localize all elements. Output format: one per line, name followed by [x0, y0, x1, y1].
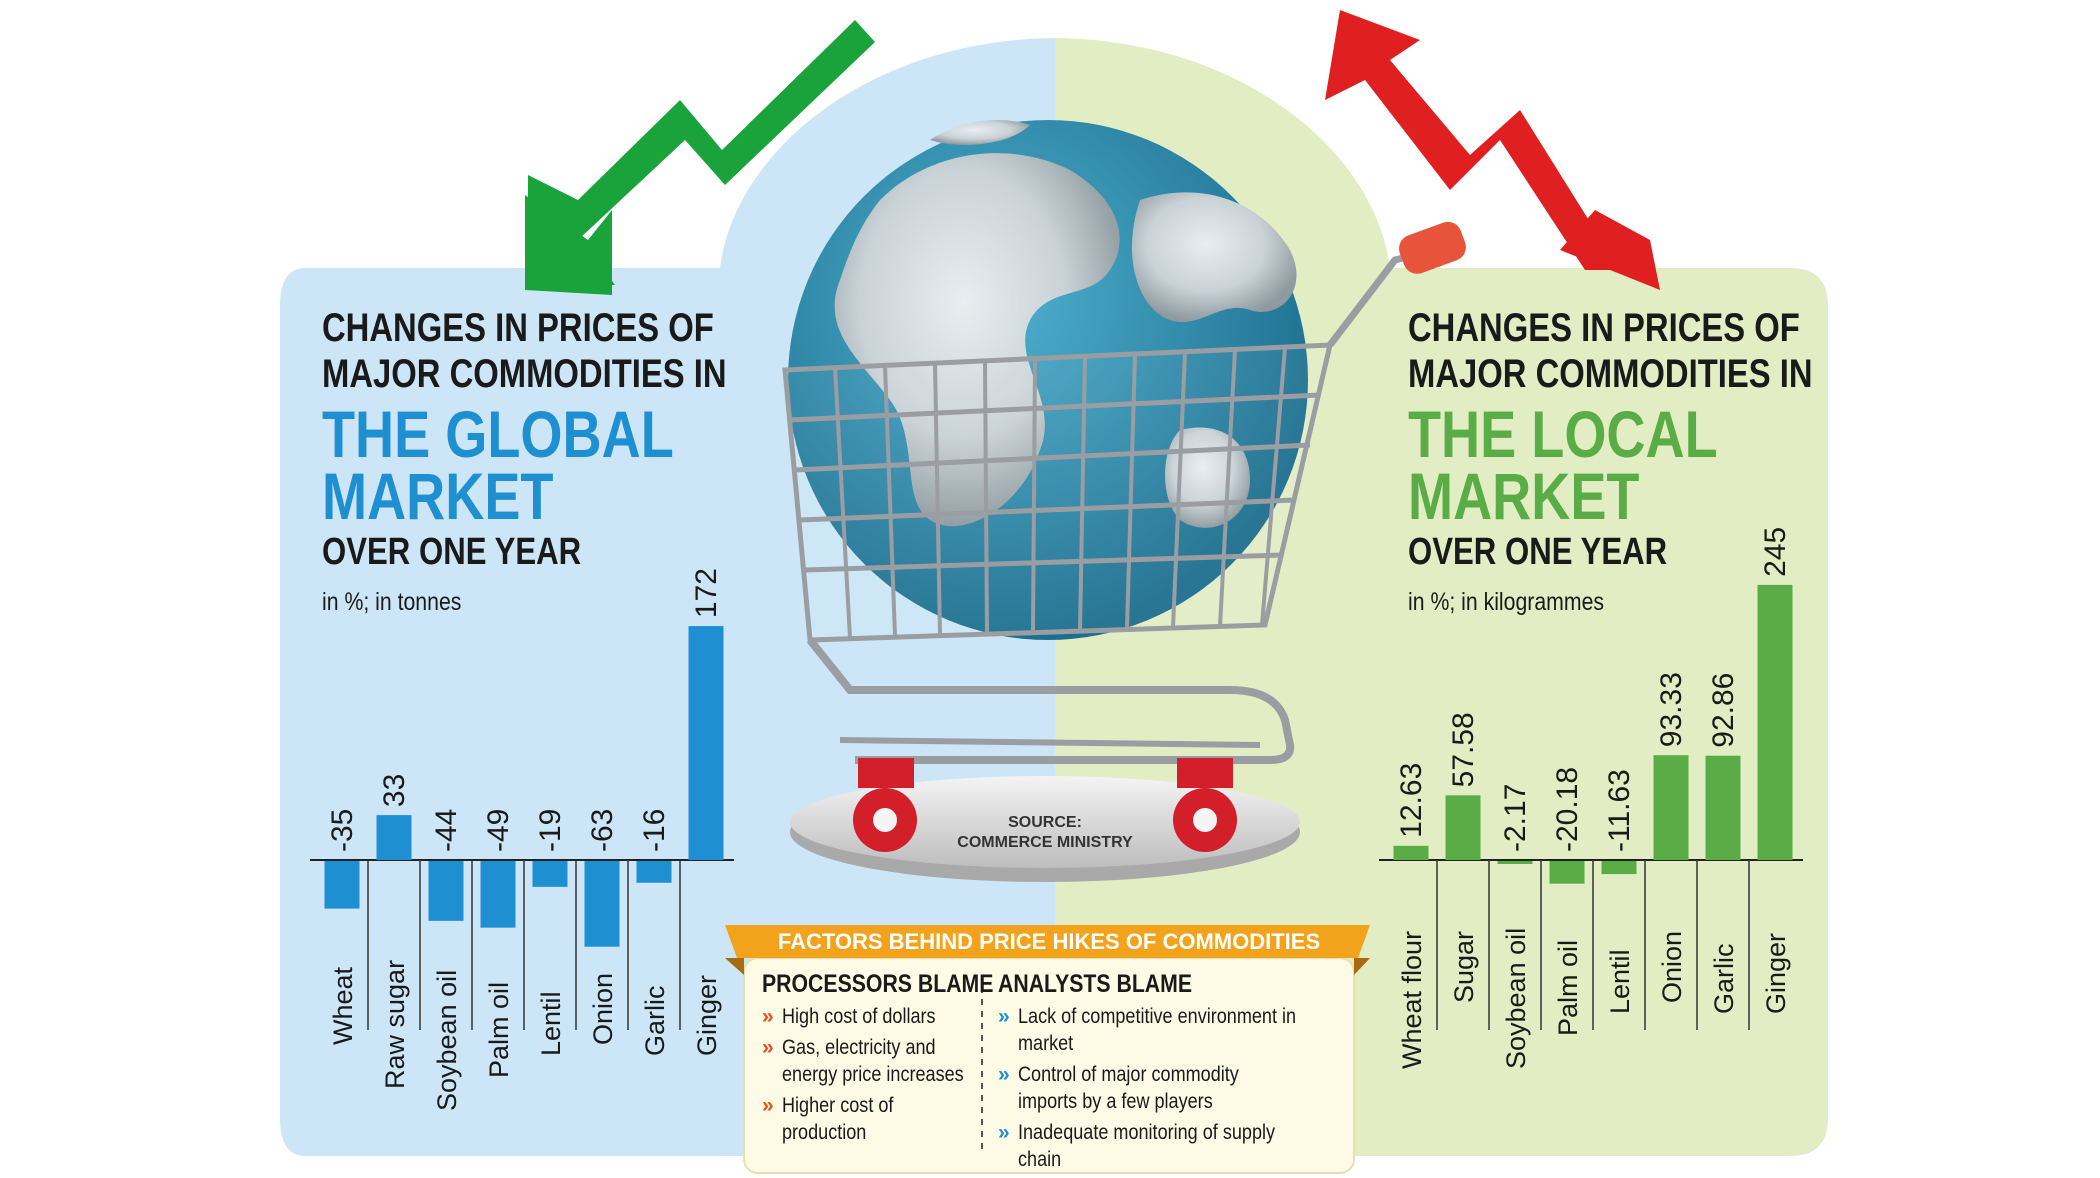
analysts-item: » Inadequate monitoring of supply chain — [998, 1121, 1276, 1171]
analysts-item: » Lack of competitive environment in mark… — [998, 1005, 1297, 1055]
category-label: Palm oil — [484, 982, 514, 1078]
local-highlight-line2: MARKET — [1408, 459, 1640, 533]
bar — [324, 861, 360, 909]
data-label: -19 — [534, 809, 567, 852]
factors-banner: FACTORS BEHIND PRICE HIKES OF COMMODITIE… — [777, 929, 1321, 954]
bar — [1445, 795, 1481, 860]
data-label: -35 — [326, 809, 359, 852]
processors-item: » High cost of dollars — [762, 1005, 936, 1028]
global-title-line2: MAJOR COMMODITIES IN — [322, 352, 727, 396]
shopping-cart-icon — [782, 244, 1441, 764]
source-label: SOURCE: — [1008, 814, 1082, 831]
chevron-right-icon: » — [998, 1005, 1010, 1028]
global-bar-chart: -35 Wheat 33 Raw sugar -44 Soybean oil -49 Palm… — [310, 568, 734, 1111]
chevron-right-icon: » — [998, 1121, 1010, 1144]
analysts-column: ANALYSTS BLAME » Lack of competitive envi… — [998, 970, 1348, 1173]
local-bar-chart: 12.63 Wheat flour 57.58 Sugar -2.17 Soybean o… — [1379, 527, 1803, 1069]
price-up-arrow — [1325, 10, 1660, 290]
bar — [688, 626, 724, 860]
category-label: Soybean oil — [432, 970, 462, 1111]
category-label: Ginger — [692, 975, 722, 1056]
local-period: OVER ONE YEAR — [1408, 531, 1668, 573]
local-title-line1: CHANGES IN PRICES OF — [1408, 306, 1800, 350]
chevron-right-icon: » — [762, 1094, 774, 1117]
category-label: Soybean oil — [1501, 928, 1531, 1069]
chevron-right-icon: » — [762, 1005, 774, 1028]
data-label: 93.33 — [1655, 672, 1688, 747]
charts-layer: -35 Wheat 33 Raw sugar -44 Soybean oil -49 Palm… — [310, 527, 1803, 1111]
analysts-item: » Control of major commodity imports by a… — [998, 1063, 1239, 1113]
category-label: Palm oil — [1553, 940, 1583, 1036]
category-label: Lentil — [536, 991, 566, 1056]
bar — [1705, 755, 1741, 860]
bar — [376, 815, 412, 860]
data-label: -63 — [586, 809, 619, 852]
bar — [480, 861, 516, 928]
bar — [1497, 861, 1533, 864]
global-title-line1: CHANGES IN PRICES OF — [322, 306, 714, 350]
bar — [428, 861, 464, 921]
bar — [1757, 584, 1793, 860]
data-label: -2.17 — [1499, 784, 1532, 852]
global-unit: in %; in tonnes — [322, 588, 462, 616]
chevron-right-icon: » — [762, 1036, 774, 1059]
category-label: Raw sugar — [380, 960, 410, 1089]
bar — [1549, 861, 1585, 884]
analysts-heading: ANALYSTS BLAME — [998, 970, 1193, 998]
bar — [1601, 861, 1637, 875]
category-label: Lentil — [1605, 949, 1635, 1014]
category-label: Wheat — [328, 966, 358, 1045]
processors-column: PROCESSORS BLAME » High cost of dollars »… — [762, 970, 1034, 1146]
data-label: 245 — [1759, 527, 1792, 577]
price-down-arrow — [525, 20, 875, 295]
category-label: Garlic — [640, 985, 670, 1056]
local-highlight-line1: THE LOCAL — [1408, 397, 1718, 471]
source-block: SOURCE: COMMERCE MINISTRY — [900, 814, 1190, 852]
global-highlight-line1: THE GLOBAL — [322, 397, 674, 471]
category-label: Wheat flour — [1397, 931, 1427, 1069]
bar — [636, 861, 672, 883]
category-label: Onion — [588, 973, 618, 1045]
data-label: 33 — [378, 774, 411, 807]
data-label: 92.86 — [1707, 673, 1740, 748]
local-title-block: CHANGES IN PRICES OF MAJOR COMMODITIES I… — [1408, 305, 1901, 617]
category-label: Garlic — [1709, 943, 1739, 1014]
factors-box-bg — [725, 925, 1370, 1174]
category-label: Sugar — [1449, 931, 1479, 1003]
local-title-line2: MAJOR COMMODITIES IN — [1408, 352, 1813, 396]
chevron-right-icon: » — [998, 1063, 1010, 1086]
data-label: 57.58 — [1447, 712, 1480, 787]
bar — [1653, 755, 1689, 860]
data-label: 12.63 — [1395, 763, 1428, 838]
bar — [532, 861, 568, 887]
data-label: -16 — [638, 809, 671, 852]
processors-item: » Gas, electricity and energy price incre… — [762, 1036, 964, 1086]
global-title-block: CHANGES IN PRICES OF MAJOR COMMODITIES I… — [322, 305, 815, 617]
global-highlight-line2: MARKET — [322, 459, 554, 533]
bar — [1393, 845, 1429, 860]
data-label: 172 — [690, 568, 723, 618]
source-name: COMMERCE MINISTRY — [957, 834, 1133, 851]
cart-handle-grip — [1399, 221, 1466, 274]
processors-heading: PROCESSORS BLAME — [762, 970, 994, 998]
processors-item: » Higher cost of production — [762, 1094, 894, 1144]
data-label: -20.18 — [1551, 767, 1584, 852]
data-label: -44 — [430, 809, 463, 852]
data-label: -49 — [482, 809, 515, 852]
data-label: -11.63 — [1603, 769, 1636, 852]
category-label: Onion — [1657, 931, 1687, 1003]
global-period: OVER ONE YEAR — [322, 531, 582, 573]
local-unit: in %; in kilogrammes — [1408, 588, 1605, 616]
podium — [790, 776, 1300, 868]
category-label: Ginger — [1761, 933, 1791, 1014]
bar — [584, 861, 620, 947]
cart-wheels — [853, 758, 1237, 852]
